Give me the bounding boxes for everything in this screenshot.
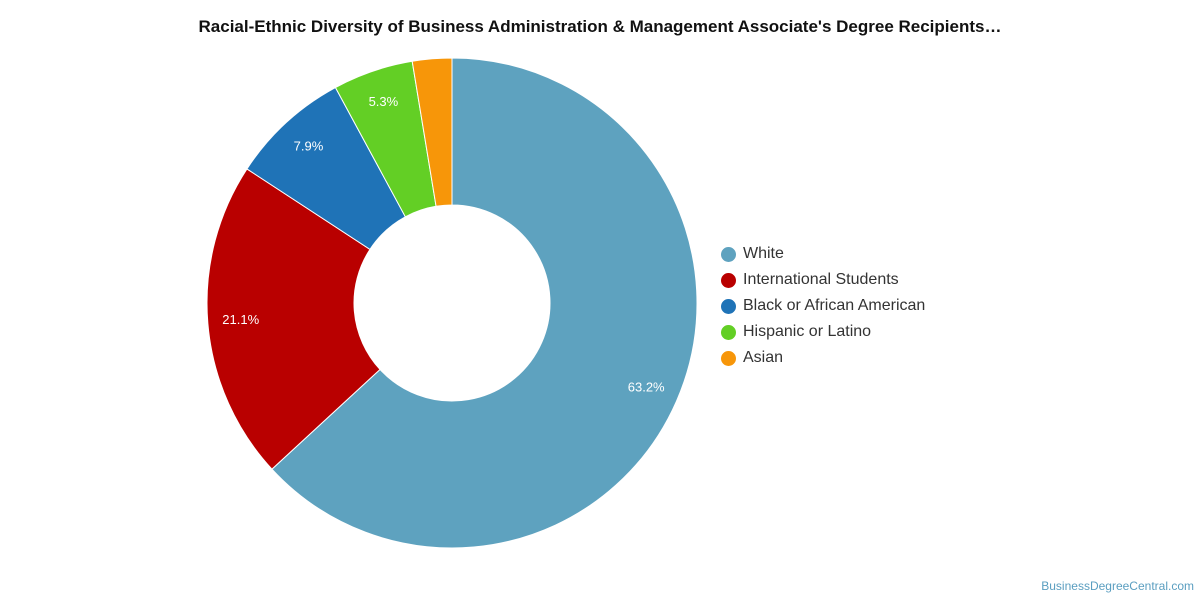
data-label-hispanic-or-latino: 5.3% bbox=[369, 94, 399, 109]
legend-swatch bbox=[721, 272, 736, 288]
donut-slices bbox=[206, 57, 698, 549]
chart-title: Racial-Ethnic Diversity of Business Admi… bbox=[198, 17, 1002, 36]
legend-swatch bbox=[721, 298, 736, 314]
chart-legend: White International Students Black or Afri… bbox=[721, 241, 925, 371]
legend-label: Black or African American bbox=[743, 297, 926, 314]
slice-international-students[interactable] bbox=[206, 168, 381, 470]
data-label-black-or-african-american: 7.9% bbox=[294, 138, 324, 153]
legend-item-hispanic-or-latino[interactable]: Hispanic or Latino bbox=[721, 319, 925, 345]
legend-label: Hispanic or Latino bbox=[743, 323, 872, 340]
legend-item-international-students[interactable]: International Students bbox=[721, 267, 925, 293]
data-label-international-students: 21.1% bbox=[222, 312, 259, 327]
legend-item-black-or-african-american[interactable]: Black or African American bbox=[721, 293, 925, 319]
legend-swatch bbox=[721, 246, 736, 262]
legend-label: White bbox=[743, 245, 784, 262]
legend-swatch bbox=[721, 324, 736, 340]
source-credit[interactable]: BusinessDegreeCentral.com bbox=[1041, 579, 1194, 593]
legend-item-white[interactable]: White bbox=[721, 241, 925, 267]
data-label-white: 63.2% bbox=[628, 379, 665, 394]
slice-asian[interactable] bbox=[411, 57, 453, 207]
legend-item-asian[interactable]: Asian bbox=[721, 345, 925, 371]
legend-swatch bbox=[721, 350, 736, 366]
slice-white[interactable] bbox=[271, 57, 698, 549]
legend-label: Asian bbox=[743, 349, 784, 366]
donut-data-labels: 63.2% 21.1% 7.9% 5.3% bbox=[222, 94, 665, 395]
legend-label: International Students bbox=[743, 271, 899, 288]
